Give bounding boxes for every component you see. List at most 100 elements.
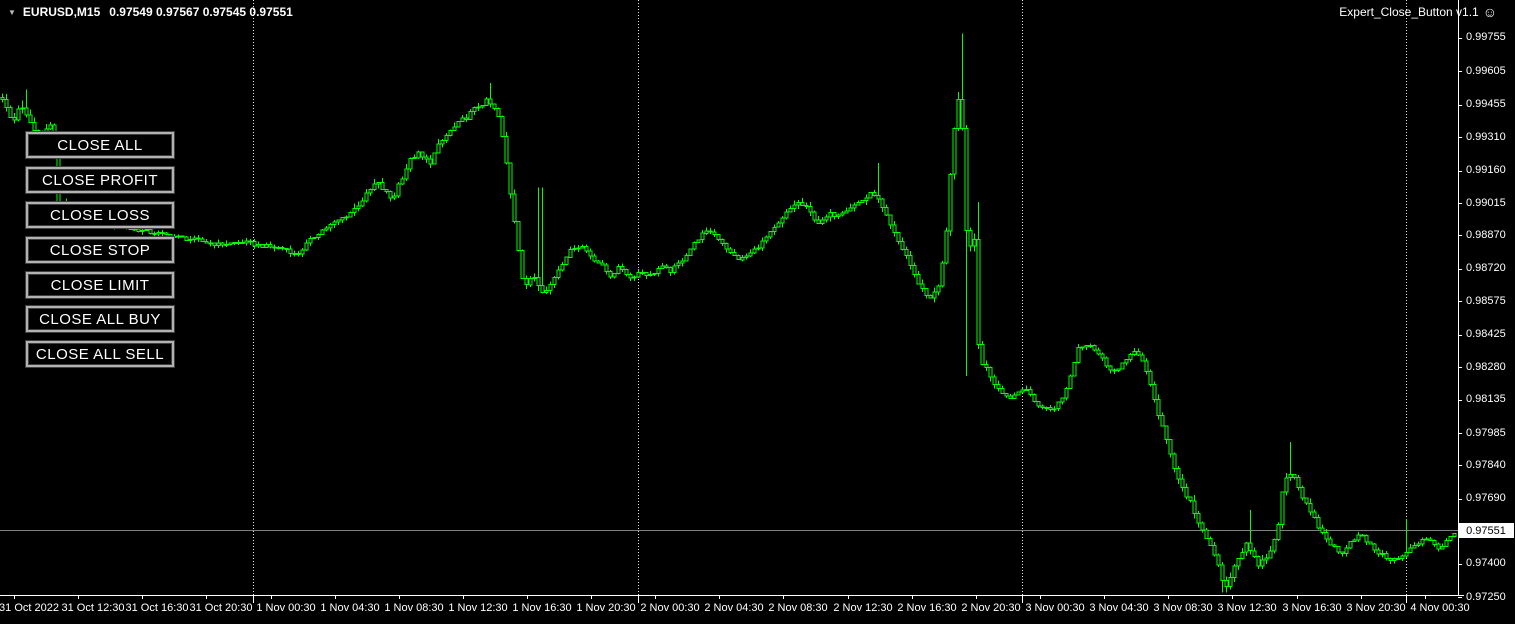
price-axis-tick (1458, 71, 1462, 72)
price-axis-label: 0.97690 (1466, 492, 1506, 504)
ea-title-text: Expert_Close_Button v1.1 (1339, 5, 1479, 19)
price-axis-label: 0.97400 (1466, 557, 1506, 569)
time-axis-label: 1 Nov 20:30 (576, 602, 636, 614)
symbol-label: EURUSD,M15 (22, 5, 101, 19)
day-separator-tick (253, 595, 254, 603)
time-axis-tick (783, 595, 784, 599)
price-axis-tick (1458, 499, 1462, 500)
day-separator-tick (1022, 595, 1023, 603)
time-axis-label: 1 Nov 08:30 (384, 602, 444, 614)
time-axis-tick (527, 595, 528, 599)
time-axis-label: 3 Nov 12:30 (1217, 602, 1277, 614)
close-button-close-stop[interactable]: CLOSE STOP (25, 236, 175, 264)
time-axis-label: 2 Nov 04:30 (704, 602, 764, 614)
time-axis-tick (976, 595, 977, 599)
time-axis-tick (591, 595, 592, 599)
time-axis-tick (335, 595, 336, 599)
price-axis-tick (1458, 400, 1462, 401)
time-axis-tick (655, 595, 656, 599)
time-axis-tick (1104, 595, 1105, 599)
price-axis-label: 0.98280 (1466, 361, 1506, 373)
time-axis-label: 3 Nov 16:30 (1282, 602, 1342, 614)
price-axis-label: 0.97250 (1466, 591, 1506, 603)
price-axis-tick (1458, 465, 1462, 466)
time-axis-label: 31 Oct 16:30 (125, 602, 189, 614)
price-axis-label: 0.99755 (1466, 31, 1506, 43)
price-axis-label: 0.99160 (1466, 164, 1506, 176)
time-axis-tick (271, 595, 272, 599)
ea-smiley-icon[interactable]: ☺ (1482, 4, 1497, 20)
price-axis-line (1458, 0, 1459, 595)
time-axis-label: 1 Nov 16:30 (512, 602, 572, 614)
time-axis-label: 3 Nov 04:30 (1089, 602, 1149, 614)
close-button-close-all-sell[interactable]: CLOSE ALL SELL (25, 340, 175, 368)
price-axis-label: 0.97985 (1466, 427, 1506, 439)
time-axis-label: 1 Nov 12:30 (448, 602, 508, 614)
price-axis-label: 0.97840 (1466, 459, 1506, 471)
time-axis-tick (912, 595, 913, 599)
price-axis-label: 0.98425 (1466, 328, 1506, 340)
time-axis-label: 2 Nov 08:30 (768, 602, 828, 614)
price-axis-tick (1458, 367, 1462, 368)
price-axis-tick (1458, 269, 1462, 270)
time-axis-label: 31 Oct 12:30 (61, 602, 125, 614)
time-axis-label: 31 Oct 2022 (0, 602, 59, 614)
current-price-box: 0.97551 (1458, 523, 1514, 538)
price-axis-tick (1458, 38, 1462, 39)
day-separator-tick (1406, 595, 1407, 603)
price-axis-label: 0.98870 (1466, 229, 1506, 241)
close-button-close-profit[interactable]: CLOSE PROFIT (25, 166, 175, 194)
time-axis-tick (1361, 595, 1362, 599)
time-axis-label: 2 Nov 12:30 (833, 602, 893, 614)
price-axis-label: 0.98720 (1466, 262, 1506, 274)
price-axis-label: 0.99455 (1466, 98, 1506, 110)
time-axis-label: 2 Nov 20:30 (961, 602, 1021, 614)
time-axis-tick (1168, 595, 1169, 599)
close-button-close-all[interactable]: CLOSE ALL (25, 131, 175, 159)
time-axis-label: 2 Nov 16:30 (897, 602, 957, 614)
close-button-close-all-buy[interactable]: CLOSE ALL BUY (25, 305, 175, 333)
time-axis-label: 2 Nov 00:30 (640, 602, 700, 614)
time-axis-tick (399, 595, 400, 599)
price-axis-tick (1458, 301, 1462, 302)
time-axis-label: 3 Nov 00:30 (1025, 602, 1085, 614)
time-axis-tick (1040, 595, 1041, 599)
price-axis-tick (1458, 203, 1462, 204)
price-axis-tick (1458, 564, 1462, 565)
price-axis-tick (1458, 433, 1462, 434)
time-axis-line (0, 595, 1464, 596)
ohlc-values: 0.97549 0.97567 0.97545 0.97551 (109, 5, 293, 19)
ea-title: Expert_Close_Button v1.1 ☺ (1339, 5, 1497, 19)
time-axis-tick (1297, 595, 1298, 599)
symbol-dropdown-icon[interactable]: ▼ (8, 7, 16, 17)
time-axis-tick (142, 595, 143, 599)
price-axis-tick (1458, 597, 1462, 598)
time-axis-label: 1 Nov 00:30 (256, 602, 316, 614)
time-axis-label: 3 Nov 20:30 (1346, 602, 1406, 614)
chart-header: ▼ EURUSD,M15 0.97549 0.97567 0.97545 0.9… (8, 5, 293, 19)
time-axis-tick (206, 595, 207, 599)
price-axis-label: 0.99605 (1466, 65, 1506, 77)
price-axis-tick (1458, 235, 1462, 236)
time-axis-tick (848, 595, 849, 599)
price-axis-label: 0.99310 (1466, 131, 1506, 143)
candlesticks-layer (0, 33, 1457, 593)
price-axis-label: 0.98135 (1466, 393, 1506, 405)
time-axis-tick (78, 595, 79, 599)
close-button-close-limit[interactable]: CLOSE LIMIT (25, 271, 175, 299)
time-axis-label: 3 Nov 08:30 (1153, 602, 1213, 614)
day-separator-tick (638, 595, 639, 603)
price-axis-tick (1458, 171, 1462, 172)
time-axis-label: 31 Oct 20:30 (189, 602, 253, 614)
time-axis-label: 1 Nov 04:30 (320, 602, 380, 614)
time-axis-tick (463, 595, 464, 599)
price-axis-tick (1458, 105, 1462, 106)
time-axis-tick (719, 595, 720, 599)
close-button-close-loss[interactable]: CLOSE LOSS (25, 201, 175, 229)
candlestick-chart[interactable] (0, 0, 1458, 595)
price-axis-tick (1458, 137, 1462, 138)
time-axis-label: 4 Nov 00:30 (1410, 602, 1470, 614)
price-axis-tick (1458, 335, 1462, 336)
time-axis-tick (1425, 595, 1426, 599)
